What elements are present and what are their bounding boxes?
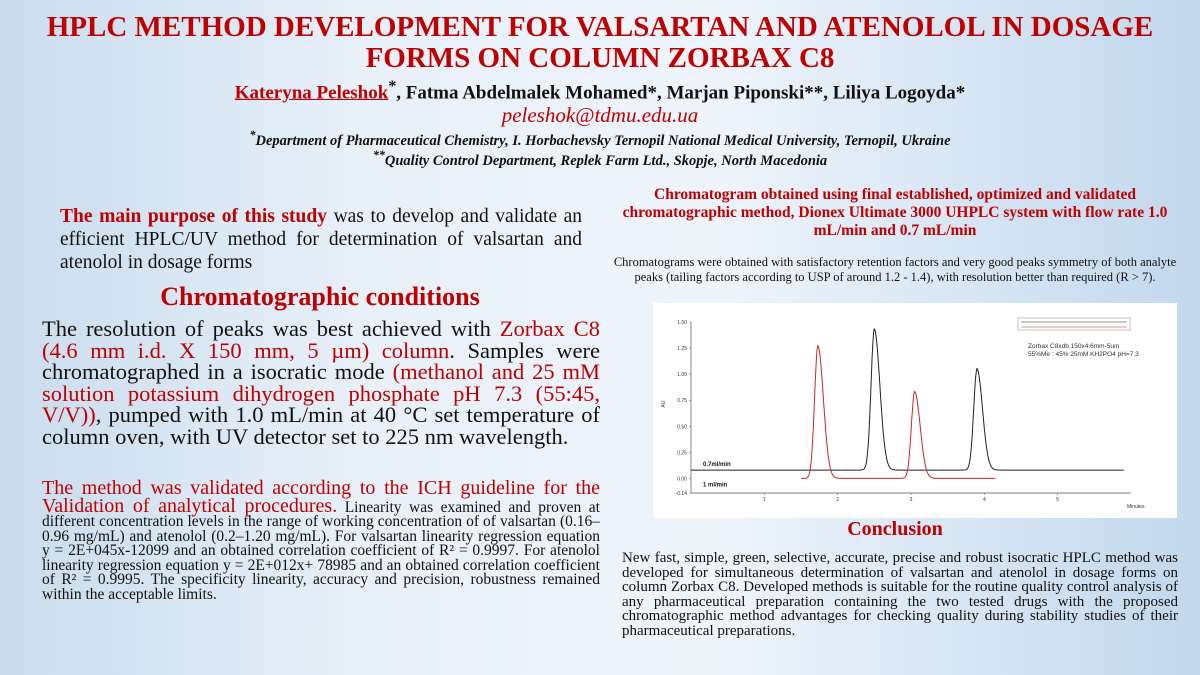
affiliation-1: *Department of Pharmaceutical Chemistry,…: [0, 128, 1200, 150]
y-tick-label: 0.00: [677, 476, 687, 482]
validation-body: Linearity was examined and proven at dif…: [42, 498, 600, 603]
validation-lead: The method was validated according to th…: [42, 477, 600, 517]
authors: Kateryna Peleshok*, Fatma Abdelmalek Moh…: [0, 78, 1200, 104]
validation-text: The method was validated according to th…: [42, 477, 600, 603]
y-tick-label: 1.00: [677, 372, 687, 378]
y-tick-label: 1.50: [677, 320, 687, 326]
email: peleshok@tdmu.edu.ua: [501, 103, 699, 127]
peak-point: [873, 328, 876, 331]
main-author: Kateryna Peleshok: [234, 82, 389, 104]
series-label: 1 ml/min: [703, 482, 728, 488]
purpose-text: The main purpose of this study was to de…: [60, 205, 582, 274]
y-axis-label: AU: [661, 400, 667, 407]
conclusion-heading: Conclusion: [847, 518, 943, 540]
poster-title: HPLC METHOD DEVELOPMENT FOR VALSARTAN AN…: [46, 11, 1154, 74]
chromatogram-text: Chromatograms were obtained with satisfa…: [613, 255, 1177, 284]
peak-point: [976, 368, 978, 370]
author-mark: *: [388, 78, 397, 95]
aff-mark: *: [249, 128, 256, 142]
x-tick-label: 1: [763, 497, 766, 503]
y-tick-label: 0.75: [677, 398, 687, 404]
y-tick-label: 0.50: [677, 424, 687, 430]
chromatogram-chart: 1.50 1.25 1.00 0.75 0.50 0.25 0.00 -0.14 1 2 3 4 5 Mi…: [653, 303, 1177, 518]
series-line-1: [801, 344, 996, 479]
x-tick-label: 4: [983, 497, 986, 503]
chromatogram-heading: Chromatogram obtained using final establ…: [622, 186, 1168, 239]
x-tick-label: 3: [910, 497, 913, 503]
x-axis-label: Minutes: [1127, 504, 1145, 510]
peak-point: [817, 345, 819, 347]
peak-point: [913, 391, 916, 393]
cond-t3: , pumped with 1.0 mL/min at 40 °C set te…: [42, 402, 600, 449]
cond-column: Zorbax C8 (4.6 mm i.d. X 150 mm, 5 µm) c…: [42, 316, 600, 363]
cond-t2: . Samples were chromatographed in a isoc…: [42, 337, 600, 384]
purpose-lead: The main purpose of this study: [60, 206, 327, 227]
series-label: 0.7ml/min: [703, 462, 731, 468]
cond-t1: The resolution of peaks was best achieve…: [42, 316, 500, 341]
y-tick-label: -0.14: [676, 491, 688, 497]
legend-box: [1017, 317, 1131, 331]
x-tick-label: 2: [836, 497, 839, 503]
x-tick-label: 5: [1056, 497, 1059, 503]
purpose-body: was to develop and validate an efficient…: [60, 206, 582, 273]
y-tick-label: 1.25: [677, 346, 687, 352]
conclusion-text: New fast, simple, green, selective, accu…: [622, 550, 1178, 639]
aff-mark: **: [372, 148, 385, 162]
chromatogram-svg: 1.50 1.25 1.00 0.75 0.50 0.25 0.00 -0.14 1 2 3 4 5 Mi…: [661, 317, 1145, 510]
y-tick-label: 0.25: [677, 450, 687, 456]
conditions-text: The resolution of peaks was best achieve…: [42, 316, 601, 449]
chart-annotation: Zorbax C8xdb 150x4.6mm-5um: [1028, 343, 1119, 350]
affiliation-2: **Quality Control Department, Replek Far…: [0, 148, 1200, 170]
other-authors: , Fatma Abdelmalek Mohamed*, Marjan Pipo…: [396, 82, 966, 104]
chart-annotation: 55%Me : 45% 25mM KH2PO4 pH=7.3: [1028, 351, 1139, 358]
aff-text: Department of Pharmaceutical Chemistry, …: [255, 132, 951, 149]
conditions-heading: Chromatographic conditions: [160, 282, 480, 311]
cond-mobile-phase: (methanol and 25 mM solution potassium d…: [42, 359, 601, 427]
aff-text: Quality Control Department, Replek Farm …: [384, 152, 828, 169]
